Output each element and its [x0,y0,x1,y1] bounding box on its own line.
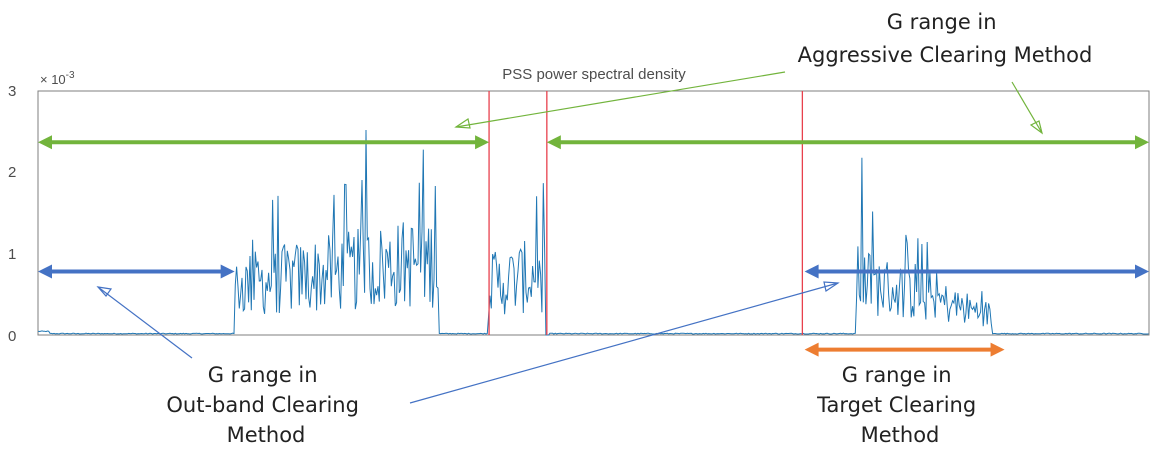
target-annotation: G range in Target Clearing Method [816,363,983,447]
outband-range-head-right [1135,264,1149,279]
outband-range-head-right [220,264,235,279]
outband-pointer-left-head [96,286,113,297]
outband-annotation: G range in Out-band Clearing Method [166,363,365,447]
aggressive-pointer-right-head [1029,120,1043,135]
y-ticks: 3 2 1 0 × 10-3 [8,70,75,345]
y-tick-label: 0 [8,328,16,345]
y-tick-label: 2 [8,164,16,181]
aggressive-range-head-left [546,135,561,150]
target-range-head-right [990,342,1005,357]
aggressive-pointer-right [1011,81,1043,134]
y-exponent-label: × 10-3 [40,70,75,87]
outband-pointer-right [409,282,839,404]
aggressive-range-head-left [38,135,52,150]
outband-range-arrow [38,264,235,279]
aggressive-range-arrow [546,135,1149,150]
aggressive-range-head-right [475,135,490,150]
outband-range-arrow [804,264,1149,279]
outband-range-head-left [38,264,52,279]
psd-trace [37,129,1149,336]
outband-pointer-left [97,286,193,359]
aggressive-range-head-right [1135,135,1149,150]
outband-range-head-left [804,264,819,279]
pointer-lines [96,71,1043,404]
outband-pointer-right-head [823,281,840,292]
y-tick-label: 3 [8,83,16,100]
y-tick-label: 1 [8,246,16,263]
aggressive-pointer-left [455,71,786,128]
annotations: G range in Aggressive Clearing Method G … [166,10,1092,447]
chart-title: PSS power spectral density [502,66,686,83]
plot-frame [37,90,1150,336]
target-range-head-left [804,342,819,357]
range-arrows [38,135,1149,357]
psd-signal [37,129,1149,336]
axes [37,90,1150,336]
target-range-arrow [804,342,1005,357]
aggressive-annotation: G range in Aggressive Clearing Method [798,10,1093,67]
aggressive-range-arrow [38,135,490,150]
aggressive-pointer-left-head [454,118,471,129]
boundary-lines [488,91,804,335]
